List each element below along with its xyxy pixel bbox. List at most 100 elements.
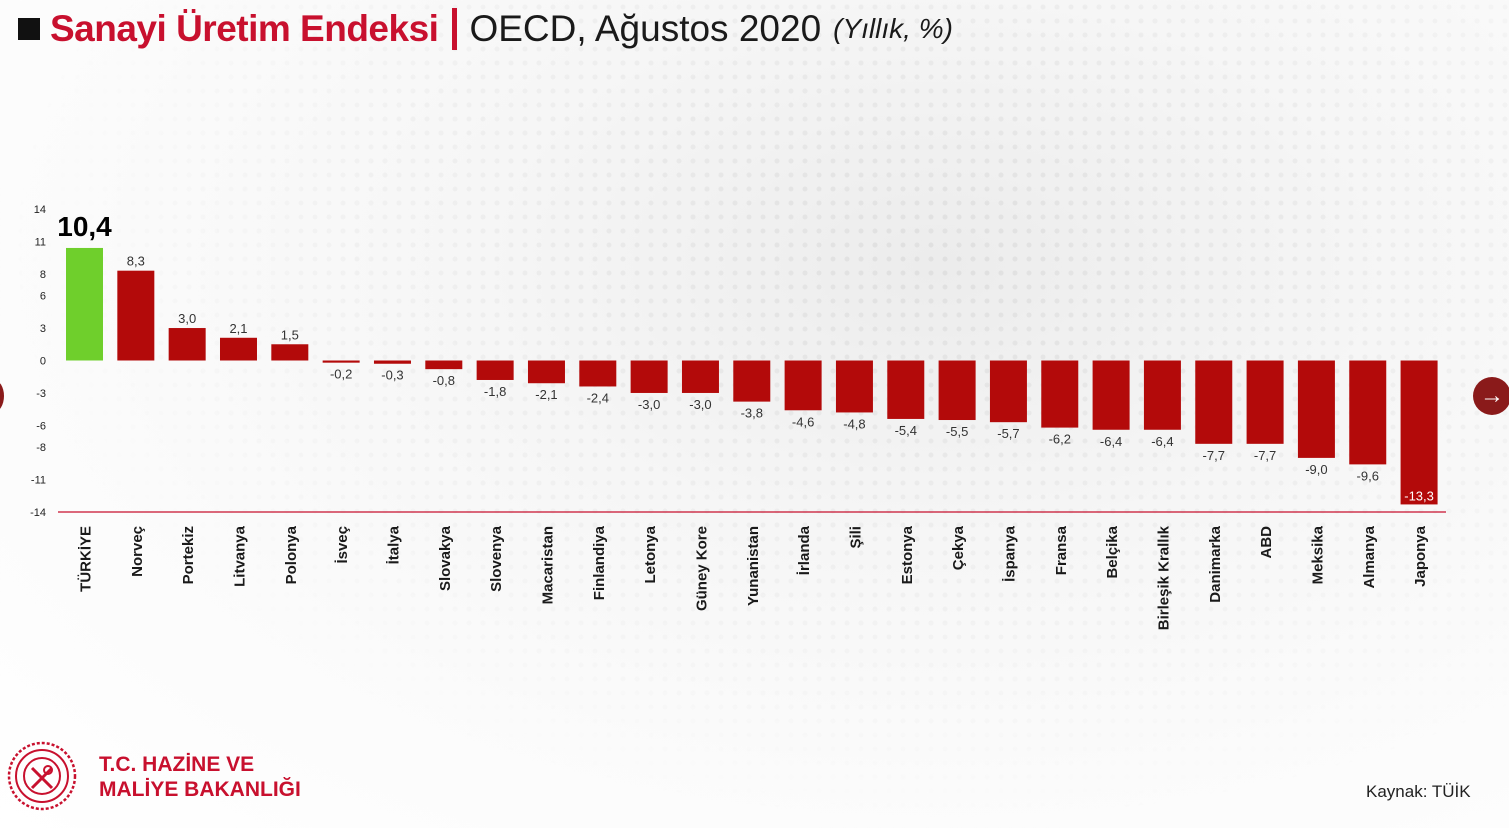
bar (1246, 360, 1284, 444)
data-label: 1,5 (281, 327, 299, 342)
bar (373, 360, 411, 364)
bar (1092, 360, 1130, 430)
data-label: 8,3 (127, 254, 145, 269)
data-label: -6,4 (1100, 434, 1122, 449)
y-tick-label: -6 (36, 420, 46, 432)
category-label: Almanya (1361, 525, 1378, 588)
bar (989, 360, 1027, 423)
category-label: Şili (847, 526, 864, 549)
bar (1349, 360, 1387, 465)
header-square-icon (18, 18, 40, 40)
data-label: -5,7 (997, 426, 1019, 441)
y-tick-label: -3 (36, 388, 46, 400)
chart-title: Sanayi Üretim Endeksi (50, 8, 439, 49)
category-label: ABD (1258, 526, 1275, 559)
y-tick-label: 6 (40, 291, 46, 303)
category-label: Polonya (283, 525, 300, 584)
chart-subtitle: OECD, Ağustos 2020 (469, 8, 822, 49)
data-label: -0,8 (433, 373, 455, 388)
category-label: Belçika (1104, 525, 1121, 578)
category-label: Çekya (950, 525, 967, 570)
bar (681, 360, 719, 393)
y-tick-label: -8 (36, 442, 46, 454)
title-separator (452, 8, 458, 50)
bar (733, 360, 771, 402)
bar (835, 360, 873, 413)
category-label: İrlanda (796, 525, 813, 575)
bar (66, 247, 103, 361)
bar (322, 360, 360, 363)
category-label: Birleşik Krallık (1155, 525, 1172, 630)
category-label: TÜRKİYE (78, 526, 95, 592)
bar (271, 344, 309, 361)
data-label: -3,0 (638, 397, 660, 412)
category-label: İtalya (385, 525, 402, 564)
y-tick-label: 14 (34, 204, 46, 216)
previous-slide-button[interactable] (0, 380, 4, 412)
bar (1297, 360, 1335, 458)
bar (630, 360, 668, 393)
data-label: -9,0 (1305, 462, 1327, 477)
data-label: -6,4 (1151, 434, 1173, 449)
bar (579, 360, 617, 387)
y-tick-label: 11 (35, 236, 46, 248)
data-label: -7,7 (1254, 448, 1276, 463)
organization-name: T.C. HAZİNE VE MALİYE BAKANLIĞI (99, 752, 301, 802)
data-label: -2,1 (535, 387, 557, 402)
y-tick-label: 0 (40, 356, 46, 368)
ministry-logo (7, 741, 77, 811)
data-label: -1,8 (484, 384, 506, 399)
data-label: 10,4 (57, 211, 112, 242)
bar (938, 360, 976, 421)
data-label: -3,0 (689, 397, 711, 412)
category-label: Letonya (642, 525, 659, 583)
category-label: Yunanistan (745, 526, 762, 606)
y-tick-label: -11 (31, 475, 46, 487)
data-label: -13,3 (1404, 488, 1434, 503)
bar (219, 337, 257, 361)
category-label: Japonya (1412, 525, 1429, 587)
y-tick-label: 3 (40, 323, 46, 335)
bar (168, 328, 206, 361)
bar (1400, 360, 1438, 505)
bar (1041, 360, 1079, 428)
bar (1143, 360, 1181, 430)
category-label: Finlandiya (591, 525, 608, 600)
bar (784, 360, 822, 411)
bar (527, 360, 565, 384)
category-label: Danimarka (1207, 525, 1224, 602)
org-line-1: T.C. HAZİNE VE (99, 753, 255, 776)
data-label: -4,8 (843, 416, 865, 431)
next-slide-button[interactable]: → (1473, 377, 1509, 415)
category-label: Portekiz (180, 526, 197, 584)
data-label: -6,2 (1049, 432, 1071, 447)
category-label: Güney Kore (693, 526, 710, 611)
category-label: Slovenya (488, 525, 505, 592)
category-label: Norveç (129, 526, 146, 577)
y-tick-label: 8 (40, 269, 46, 281)
data-label: -7,7 (1203, 448, 1225, 463)
category-label: İspanya (1001, 525, 1018, 582)
data-label: -5,4 (895, 423, 917, 438)
data-label: 2,1 (229, 321, 247, 336)
bar (425, 360, 463, 370)
data-label: -9,6 (1357, 468, 1379, 483)
category-label: Macaristan (539, 526, 556, 604)
chart-unit: (Yıllık, %) (833, 13, 953, 44)
y-tick-label: -14 (30, 507, 46, 519)
category-label: Litvanya (231, 525, 248, 587)
data-label: -4,6 (792, 414, 814, 429)
bar (1195, 360, 1233, 444)
category-label: Meksika (1309, 525, 1326, 584)
bar (887, 360, 925, 419)
bar (117, 270, 155, 361)
category-label: Slovakya (437, 525, 454, 591)
org-line-2: MALİYE BAKANLIĞI (99, 778, 301, 801)
category-label: Estonya (899, 525, 916, 584)
data-label: -3,8 (741, 406, 763, 421)
bar (476, 360, 514, 380)
data-label: -2,4 (587, 390, 609, 405)
data-label: 3,0 (178, 311, 196, 326)
category-label: İsveç (334, 526, 351, 564)
